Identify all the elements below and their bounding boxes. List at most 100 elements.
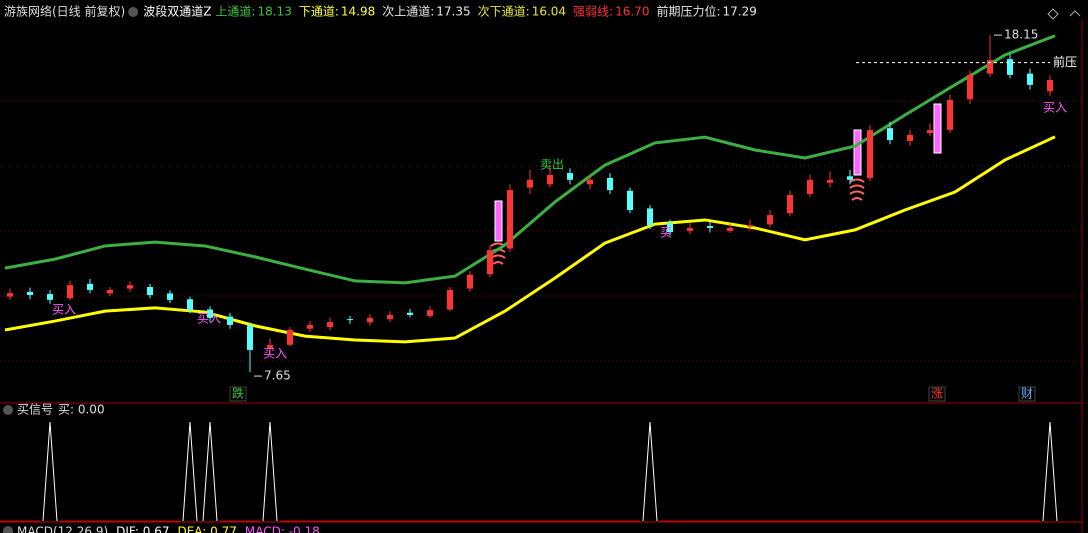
signal-spike (642, 421, 658, 522)
dynamic: 游族网络(日线 前复权) 波段双通道Z 上通道: 18.13 下通道: 14.98 次上通道… (0, 4, 1077, 533)
panel-reading: 买: 0.00 (58, 403, 105, 417)
channel-line (4, 135, 1056, 344)
high-label: 18.15 (1004, 28, 1038, 42)
candle-body (707, 226, 713, 228)
grid (0, 100, 1082, 362)
marker-box (229, 386, 247, 402)
candle-body (227, 316, 233, 325)
candle-body (267, 345, 273, 349)
candle-body (67, 285, 73, 299)
candle-body (327, 322, 333, 328)
signal-bar (933, 103, 942, 154)
candle-body (87, 283, 93, 290)
candle-body (827, 179, 833, 183)
annotation: 买入 (197, 312, 221, 326)
low-label: 7.65 (264, 369, 291, 383)
marker-box (1018, 386, 1036, 402)
candle-body (287, 330, 293, 345)
macd-text: MACD: -0.18 (245, 525, 320, 533)
candle-body (167, 293, 173, 300)
candle-body (447, 289, 453, 310)
header-text: 次下通道: (478, 5, 530, 19)
candle-body (387, 314, 393, 320)
candle-body (487, 250, 493, 275)
candle-body (1047, 80, 1053, 92)
candle-body (1007, 59, 1013, 75)
candle-body (587, 179, 593, 185)
signal-spike (262, 421, 278, 522)
marker-box (928, 386, 946, 402)
candle-body (187, 299, 193, 311)
macd-text: DIF: 0.67 (116, 525, 169, 533)
macd-text: MACD(12,26,9) (17, 525, 108, 533)
candle-body (207, 309, 213, 318)
candle-body (767, 215, 773, 225)
candle-body (567, 173, 573, 180)
candle-body (687, 227, 693, 231)
candle-body (247, 325, 253, 350)
signal-spike (42, 421, 58, 522)
candle-body (847, 176, 853, 180)
channel-line (4, 34, 1056, 285)
candle-body (967, 74, 973, 100)
candle-body (407, 312, 413, 315)
header-text: 17.35 (436, 5, 470, 19)
candle-body (727, 227, 733, 231)
signal-spike (1042, 421, 1058, 522)
candle-body (507, 190, 513, 249)
marker: 财 (1021, 387, 1033, 401)
header-text: 游族网络(日线 前复权) (4, 4, 125, 19)
icon (1047, 8, 1059, 20)
header-text: 次上通道: (382, 5, 434, 19)
annotation: 卖出 (540, 158, 564, 172)
candle-body (347, 319, 353, 321)
annotation: 买 (660, 226, 672, 240)
header-text: 14.98 (341, 5, 375, 19)
candle-body (607, 177, 613, 191)
signal-bar (853, 129, 862, 176)
annotation: 买入 (1043, 101, 1067, 115)
candle-body (127, 285, 133, 289)
signal-bar (494, 200, 503, 242)
header-text: 上通道: (215, 5, 255, 19)
header-text: 17.29 (723, 5, 757, 19)
signal-spike (202, 421, 218, 522)
fan (849, 178, 865, 201)
candle-body (467, 274, 473, 289)
header-text: 前期压力位: (656, 4, 720, 19)
header-text: 18.13 (257, 5, 291, 19)
candle-body (107, 289, 113, 294)
signal-bars (494, 103, 942, 242)
candle-body (787, 194, 793, 214)
candle-body (987, 60, 993, 74)
panel-title: 买信号 (17, 403, 53, 417)
pressure-label: 前压 (1053, 54, 1077, 69)
candle-body (907, 134, 913, 141)
candle-body (47, 294, 53, 300)
signal-spike (182, 421, 198, 522)
icon (1069, 10, 1081, 17)
dropdown-icon (3, 526, 13, 533)
candle-body (887, 128, 893, 141)
candle-body (527, 179, 533, 188)
header-text: 强弱线: (573, 5, 613, 19)
candle-body (927, 130, 933, 133)
header-text: 16.70 (615, 5, 649, 19)
header-text: 波段双通道Z (143, 4, 211, 19)
candle-body (367, 317, 373, 323)
candle-body (307, 324, 313, 329)
header-text: 下通道: (299, 5, 339, 19)
candle-body (747, 225, 753, 227)
candle-body (1027, 73, 1033, 85)
candle-body (947, 99, 953, 130)
candle-body (807, 179, 813, 194)
marker: 涨 (931, 386, 943, 401)
candle-body (867, 130, 873, 178)
annotation: 买入 (263, 347, 287, 361)
annotation: 买入 (52, 303, 76, 317)
candle-body (627, 190, 633, 210)
dropdown-icon (128, 7, 139, 17)
header-text: 16.04 (532, 5, 566, 19)
candle-body (667, 222, 673, 233)
